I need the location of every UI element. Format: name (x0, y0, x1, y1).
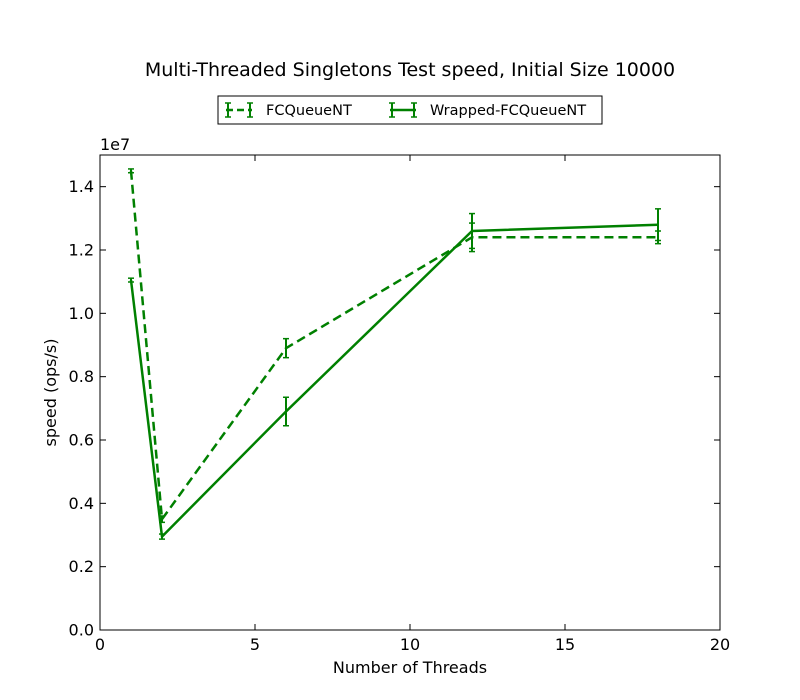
y-tick-label: 0.2 (69, 557, 94, 576)
x-tick-label: 10 (400, 635, 420, 654)
series-line (129, 223, 659, 538)
legend-label: FCQueueNT (266, 103, 352, 119)
axes: 0 5 10 15 20 0.0 0.2 0.4 0.6 0.8 1.0 1.2 1.4 (69, 155, 730, 654)
error-bar (469, 212, 475, 250)
y-tick-label: 0.4 (69, 494, 94, 513)
series-fcqueuent (128, 168, 661, 524)
x-axis-label: Number of Threads (333, 658, 487, 677)
x-tick-label: 0 (95, 635, 105, 654)
x-tick-label: 5 (250, 635, 260, 654)
y-tick-label: 1.2 (69, 241, 94, 260)
legend-label: Wrapped-FCQueueNT (430, 103, 586, 119)
error-bar (283, 396, 289, 427)
series-layer (128, 168, 661, 540)
y-tick-label: 1.4 (69, 177, 94, 196)
y-offset-label: 1e7 (100, 135, 130, 154)
y-tick-label: 0.8 (69, 367, 94, 386)
error-bar (128, 168, 134, 174)
y-tick-label: 1.0 (69, 304, 94, 323)
y-tick-label: 0.6 (69, 431, 94, 450)
x-tick-label: 20 (710, 635, 730, 654)
x-tick-label: 15 (555, 635, 575, 654)
series-line (129, 170, 658, 521)
chart-title: Multi-Threaded Singletons Test speed, In… (145, 59, 675, 81)
series-wrapped-fcqueuent (128, 208, 661, 540)
y-axis-label: speed (ops/s) (41, 339, 60, 447)
error-bar (655, 208, 661, 242)
error-bar (283, 337, 289, 359)
error-bar (159, 533, 165, 540)
legend-entry: Wrapped-FCQueueNT (389, 102, 586, 119)
legend-entry: FCQueueNT (225, 102, 352, 119)
y-tick-label: 0.0 (69, 621, 94, 640)
error-bar (128, 277, 134, 283)
legend: FCQueueNT Wrapped-FCQueueNT (217, 95, 603, 125)
